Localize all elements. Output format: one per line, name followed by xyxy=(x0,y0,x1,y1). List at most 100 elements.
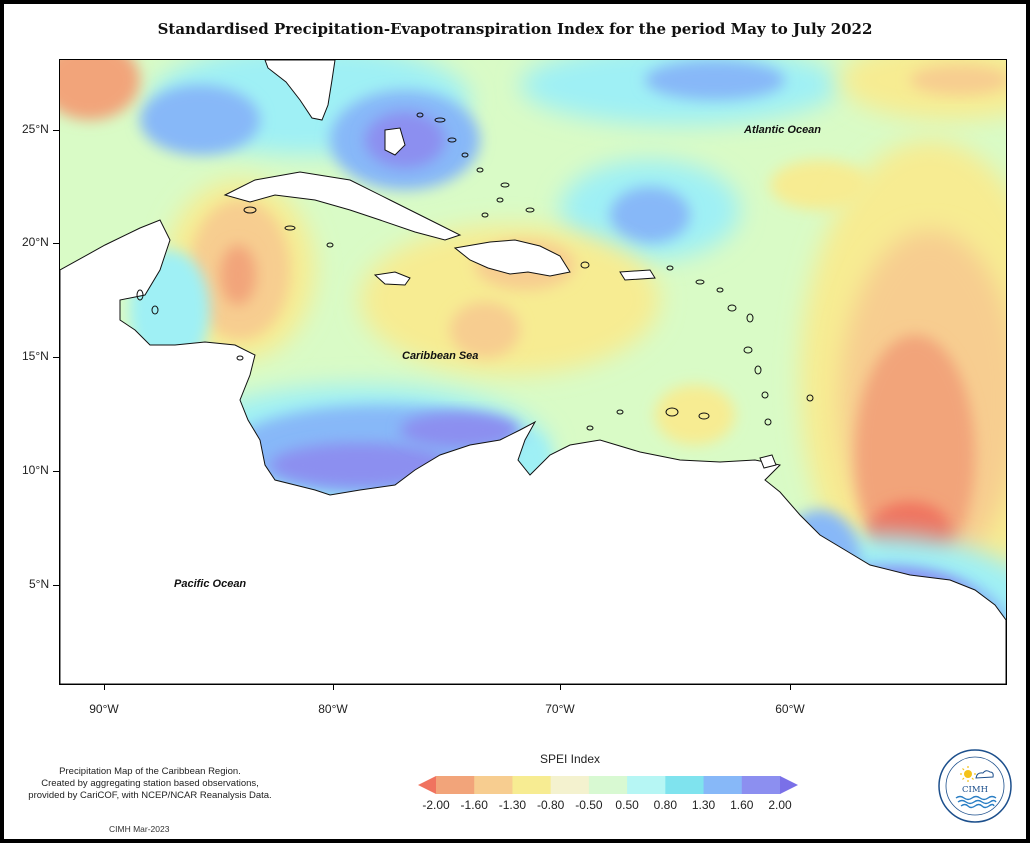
logo-text: CIMH xyxy=(962,785,988,795)
lon-label-60: 60°W xyxy=(775,702,805,716)
spei-map[interactable] xyxy=(60,60,1006,684)
atlantic-ocean-label: Atlantic Ocean xyxy=(744,124,822,136)
spei-contour-blob xyxy=(270,443,450,487)
footnote-line: Precipitation Map of the Caribbean Regio… xyxy=(59,766,241,777)
spei-contour-blob xyxy=(910,65,1006,95)
legend-tick-label: -1.30 xyxy=(498,798,527,812)
island-outline xyxy=(476,167,484,173)
legend-swatch xyxy=(588,776,628,794)
map-panel[interactable]: Atlantic Ocean Caribbean Sea Pacific Oce… xyxy=(59,59,1007,685)
island-outline xyxy=(754,365,762,375)
island-outline xyxy=(746,313,754,323)
spei-contour-blob xyxy=(450,302,520,358)
island-outline xyxy=(500,182,510,188)
island-outline xyxy=(481,212,489,218)
caribbean-sea-label: Caribbean Sea xyxy=(402,350,479,362)
credit-text: CIMH Mar-2023 xyxy=(109,824,170,834)
island-outline xyxy=(698,412,710,420)
lon-tick xyxy=(333,684,334,690)
footnote-line: provided by CariCOF, with NCEP/NCAR Rean… xyxy=(28,790,272,801)
spei-contour-blob xyxy=(220,245,256,305)
land-masses xyxy=(60,60,1006,684)
island-outline xyxy=(666,265,674,271)
trinidad-landmass xyxy=(759,454,777,469)
island-outline xyxy=(764,418,772,426)
lat-tick xyxy=(53,130,59,131)
waves-icon xyxy=(955,795,997,809)
island-outline xyxy=(525,207,535,213)
legend-tick-label: 0.80 xyxy=(653,798,678,812)
cimh-logo: CIMH xyxy=(938,749,1012,823)
spei-contour-blob xyxy=(400,412,520,448)
legend-tick-label: -0.50 xyxy=(575,798,603,812)
island-outline xyxy=(806,394,814,402)
island-outlines xyxy=(136,112,814,431)
lat-label-10: 10°N xyxy=(22,463,49,477)
legend-title: SPEI Index xyxy=(539,752,601,766)
legend-tick-label: 2.00 xyxy=(768,798,792,812)
legend-swatch xyxy=(436,776,475,794)
lat-label-20: 20°N xyxy=(22,235,49,249)
jamaica-landmass xyxy=(373,271,411,286)
map-footnote: Precipitation Map of the Caribbean Regio… xyxy=(10,766,290,802)
lon-label-80: 80°W xyxy=(318,702,348,716)
lat-label-5: 5°N xyxy=(29,577,50,591)
legend-swatch xyxy=(627,776,666,794)
lon-tick xyxy=(560,684,561,690)
mainland-landmass xyxy=(60,219,1006,684)
island-outline xyxy=(586,425,594,431)
island-outline xyxy=(496,197,504,203)
legend-tick-label: -2.00 xyxy=(422,798,450,812)
island-outline xyxy=(243,206,257,214)
spei-contour-blob xyxy=(365,112,445,168)
legend-swatch xyxy=(703,776,743,794)
lat-tick xyxy=(53,585,59,586)
legend-swatch xyxy=(665,776,705,794)
cloud-icon xyxy=(975,770,994,779)
island-outline xyxy=(461,152,469,158)
island-outline xyxy=(665,407,679,417)
lat-tick xyxy=(53,243,59,244)
island-outline xyxy=(616,409,624,415)
island-outline xyxy=(416,112,424,118)
island-outline xyxy=(580,261,590,269)
hispaniola-landmass xyxy=(453,239,571,277)
legend-swatch xyxy=(474,776,513,794)
legend-colorbar xyxy=(418,776,798,794)
florida-landmass xyxy=(264,60,336,121)
spei-contour-blob xyxy=(140,85,260,155)
lon-tick xyxy=(104,684,105,690)
legend-tick-label: -1.60 xyxy=(460,798,488,812)
cuba-landmass xyxy=(223,171,462,241)
island-outline xyxy=(695,279,705,285)
lat-label-25: 25°N xyxy=(22,122,49,136)
spei-contour-blob xyxy=(60,60,140,120)
spei-contour-blob xyxy=(610,187,690,243)
map-title: Standardised Precipitation-Evapotranspir… xyxy=(157,20,873,38)
island-outline xyxy=(434,117,446,123)
footnote-line: Created by aggregating station based obs… xyxy=(41,778,259,789)
island-outline xyxy=(761,391,769,399)
island-outline xyxy=(236,355,244,361)
legend-tick-label: 1.30 xyxy=(691,798,716,812)
island-outline xyxy=(136,289,144,301)
spei-contour-blob xyxy=(655,385,735,445)
lat-tick xyxy=(53,471,59,472)
sun-icon xyxy=(960,766,976,782)
island-outline xyxy=(326,242,334,248)
legend-swatch xyxy=(780,776,798,794)
legend-swatch xyxy=(741,776,781,794)
spei-contour-blob xyxy=(645,60,785,100)
island-outline xyxy=(727,304,737,312)
island-outline xyxy=(743,346,753,354)
puerto-rico-landmass xyxy=(619,269,656,281)
legend-swatch xyxy=(418,776,436,794)
spei-contour-blob xyxy=(770,160,870,210)
legend-tick-label: 1.60 xyxy=(730,798,754,812)
spei-field xyxy=(60,60,1006,684)
island-outline xyxy=(151,305,159,315)
legend-swatch xyxy=(550,776,590,794)
legend-tick-label: -0.80 xyxy=(536,798,565,812)
island-outline xyxy=(284,225,296,231)
legend-tick-label: 0.50 xyxy=(615,798,639,812)
